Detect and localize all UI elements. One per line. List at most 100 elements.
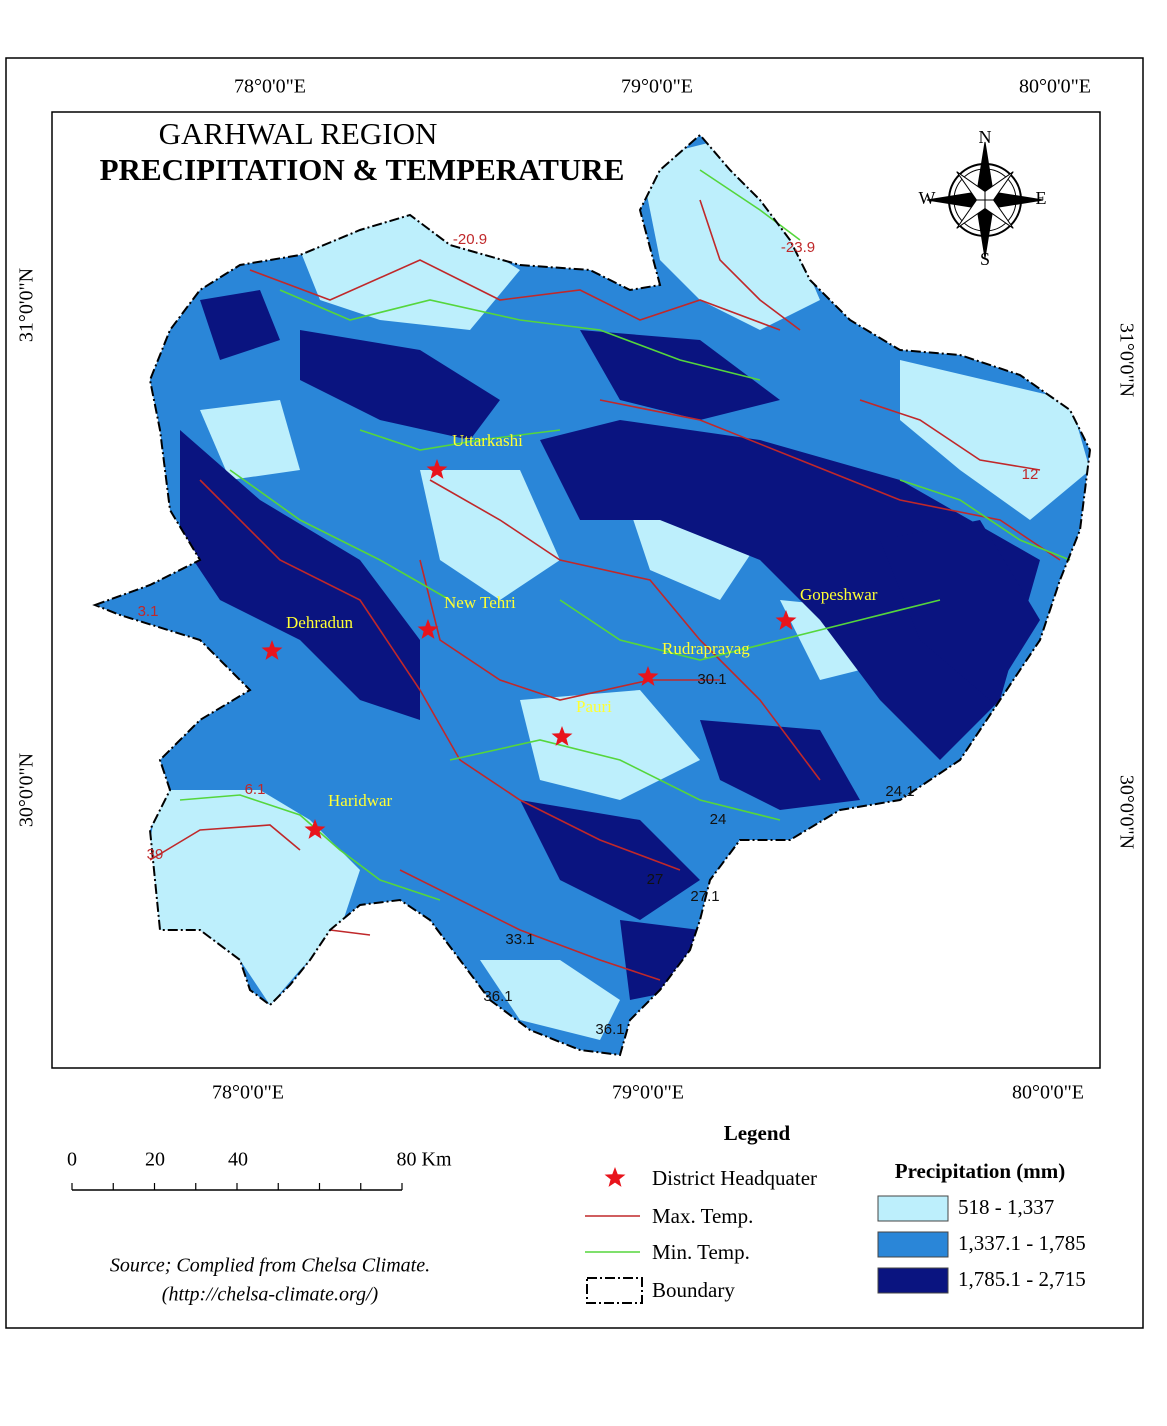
contour-label: 27	[647, 871, 664, 888]
scale-label: 0	[67, 1149, 77, 1171]
graticule-top: 80°0'0"E	[1019, 76, 1091, 98]
min-temp-contour	[279, 289, 761, 381]
zone-low	[640, 140, 820, 330]
graticule-top: 78°0'0"E	[234, 76, 306, 98]
contour-label: -23.9	[781, 239, 815, 256]
legend-label: 518 - 1,337	[958, 1195, 1054, 1219]
graticule-right: 31°0'0"N	[1115, 323, 1137, 397]
city-label: Gopeshwar	[800, 585, 878, 604]
city-label: Pauri	[576, 697, 612, 716]
graticule-left: 31°0'0"N	[16, 268, 38, 342]
max-temp-contour	[399, 869, 661, 981]
zone-low	[420, 470, 560, 600]
min-temp-contour	[179, 794, 441, 901]
zone-high	[300, 330, 500, 440]
contour-label: 39	[147, 846, 164, 863]
max-temp-contour	[599, 399, 1061, 561]
contour-label: 30.1	[697, 671, 726, 688]
district-hq	[426, 459, 448, 479]
legend-label: Max. Temp.	[652, 1204, 753, 1228]
city-label: Uttarkashi	[452, 431, 523, 450]
source-url: (http://chelsa-climate.org/)	[162, 1284, 379, 1306]
max-temp-contour	[329, 929, 371, 936]
min-temp-contour	[559, 599, 941, 661]
boundary	[92, 133, 1092, 1057]
precip-zones	[95, 135, 1090, 1055]
zone-high	[180, 430, 420, 720]
contour-label: 36.1	[595, 1021, 624, 1038]
scale-label: 20	[145, 1149, 165, 1171]
legend-label: District Headquater	[652, 1166, 817, 1190]
graticule-right: 30°0'0"N	[1115, 775, 1137, 849]
zone-high	[580, 330, 780, 420]
legend-title: Legend	[724, 1121, 791, 1145]
source-line: Source; Complied from Chelsa Climate.	[110, 1255, 430, 1277]
scale-label: 40	[228, 1149, 248, 1171]
legend-label: Min. Temp.	[652, 1240, 750, 1264]
legend-label: 1,337.1 - 1,785	[958, 1231, 1086, 1255]
contour-label: 36.1	[483, 988, 512, 1005]
graticule-left: 30°0'0"N	[16, 753, 38, 827]
precip-title: Precipitation (mm)	[895, 1159, 1065, 1183]
zone-low	[150, 790, 360, 1005]
legend-label: 1,785.1 - 2,715	[958, 1267, 1086, 1291]
district-hq	[304, 819, 326, 839]
max-temp-contour	[699, 199, 801, 331]
contour-label: 12	[1022, 466, 1039, 483]
map-title: GARHWAL REGION	[159, 116, 438, 151]
compass-n: N	[979, 127, 992, 147]
contour-label: 3.1	[138, 603, 159, 620]
graticule-bottom: 78°0'0"E	[212, 1082, 284, 1104]
district-hq	[261, 640, 283, 660]
max-temp-contour	[149, 824, 301, 861]
min-temp-contour	[899, 479, 1071, 561]
max-temp-contour	[429, 479, 821, 781]
zone-high	[200, 290, 280, 360]
zone-low	[900, 360, 1090, 520]
city-label: New Tehri	[444, 593, 516, 612]
min-temp-contour	[449, 739, 781, 821]
contour-label: 27.1	[690, 888, 719, 905]
compass-e: E	[1036, 188, 1047, 208]
legend-swatch	[877, 1267, 949, 1294]
zone-low	[480, 960, 620, 1040]
min-temp-contour	[699, 169, 801, 241]
legend-boundary	[586, 1277, 643, 1304]
max-temp-contour	[199, 479, 681, 871]
max-temp-contour	[249, 259, 781, 331]
district-hq	[417, 619, 439, 639]
legend-label: Boundary	[652, 1278, 735, 1302]
scale-label: 80 Km	[397, 1149, 452, 1171]
contour-label: -20.9	[453, 231, 487, 248]
city-label: Haridwar	[328, 791, 393, 810]
district-hq	[637, 666, 659, 686]
contour-label: 6.1	[245, 781, 266, 798]
zone-low	[200, 400, 300, 480]
map-body: 3.1 6.1 39 30.1 33.1 36.1 36.1 27.1 27 24 24.1 -23.…	[92, 133, 1092, 1187]
legend-swatch	[877, 1195, 949, 1222]
contour-label: 33.1	[505, 931, 534, 948]
zone-high	[520, 800, 700, 920]
max-temp-contour	[859, 399, 1041, 471]
legend-star	[604, 1167, 626, 1187]
compass-w: W	[919, 188, 936, 208]
zone-high	[700, 720, 860, 810]
min-temp-contour	[229, 469, 451, 601]
zone-low	[520, 690, 700, 800]
district-hq	[775, 610, 797, 630]
compass-point	[956, 171, 986, 201]
min-temp-contour	[359, 429, 561, 451]
graticule-top: 79°0'0"E	[621, 76, 693, 98]
city-label: Rudraprayag	[662, 639, 750, 658]
zone-high	[540, 420, 1040, 760]
compass-s: S	[980, 249, 990, 269]
zone-high	[880, 520, 1040, 700]
contour-label: 24.1	[885, 783, 914, 800]
graticule-bottom: 80°0'0"E	[1012, 1082, 1084, 1104]
legend-swatch	[877, 1231, 949, 1258]
city-label: Dehradun	[286, 613, 354, 632]
map-subtitle: PRECIPITATION & TEMPERATURE	[100, 152, 625, 187]
district-hq	[551, 726, 573, 746]
graticule-bottom: 79°0'0"E	[612, 1082, 684, 1104]
